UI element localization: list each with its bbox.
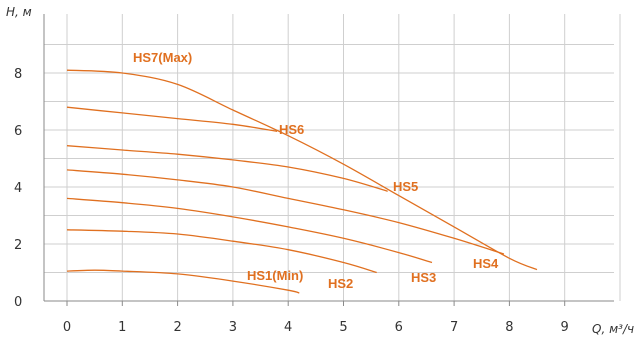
y-tick-label: 0 xyxy=(14,295,22,310)
curve-hs2 xyxy=(66,229,377,274)
y-tick-label: 8 xyxy=(14,67,22,82)
curve-hs4 xyxy=(66,169,505,255)
y-tick-label: 4 xyxy=(14,181,22,196)
x-tick-label: 5 xyxy=(339,320,347,335)
curve-hs1-min xyxy=(66,269,300,294)
x-tick-label: 6 xyxy=(395,320,403,335)
series-label-hs7-max: HS7(Max) xyxy=(133,50,192,65)
series-label-hs6: HS6 xyxy=(279,122,304,137)
series-label-hs2: HS2 xyxy=(328,276,353,291)
x-tick-label: 2 xyxy=(173,320,181,335)
x-tick-label: 7 xyxy=(450,320,458,335)
curve-hs6 xyxy=(66,106,278,133)
axis-layer: 0 1 2 3 4 5 6 7 8 9 0 2 4 6 8 xyxy=(14,14,614,335)
curve-hs7-max xyxy=(66,69,538,271)
grid-layer xyxy=(44,14,621,301)
x-tick-label: 3 xyxy=(229,320,237,335)
curve-hs5 xyxy=(66,145,388,192)
curves-layer xyxy=(66,69,538,294)
series-labels-layer: HS7(Max) HS6 HS5 HS4 HS3 HS2 HS1(Min) xyxy=(133,50,499,291)
series-label-hs5: HS5 xyxy=(393,179,418,194)
series-label-hs1-min: HS1(Min) xyxy=(247,268,303,283)
y-axis-title: H, м xyxy=(6,5,32,19)
y-tick-label: 2 xyxy=(14,238,22,253)
x-tick-label: 9 xyxy=(561,320,569,335)
y-tick-label: 6 xyxy=(14,124,22,139)
x-axis-title: Q, м³/ч xyxy=(592,322,634,336)
x-tick-label: 1 xyxy=(118,320,126,335)
x-tick-label: 0 xyxy=(63,320,71,335)
series-label-hs4: HS4 xyxy=(473,256,499,271)
x-tick-label: 8 xyxy=(505,320,513,335)
x-tick-label: 4 xyxy=(284,320,292,335)
series-label-hs3: HS3 xyxy=(411,270,436,285)
curve-hs3 xyxy=(66,197,433,264)
